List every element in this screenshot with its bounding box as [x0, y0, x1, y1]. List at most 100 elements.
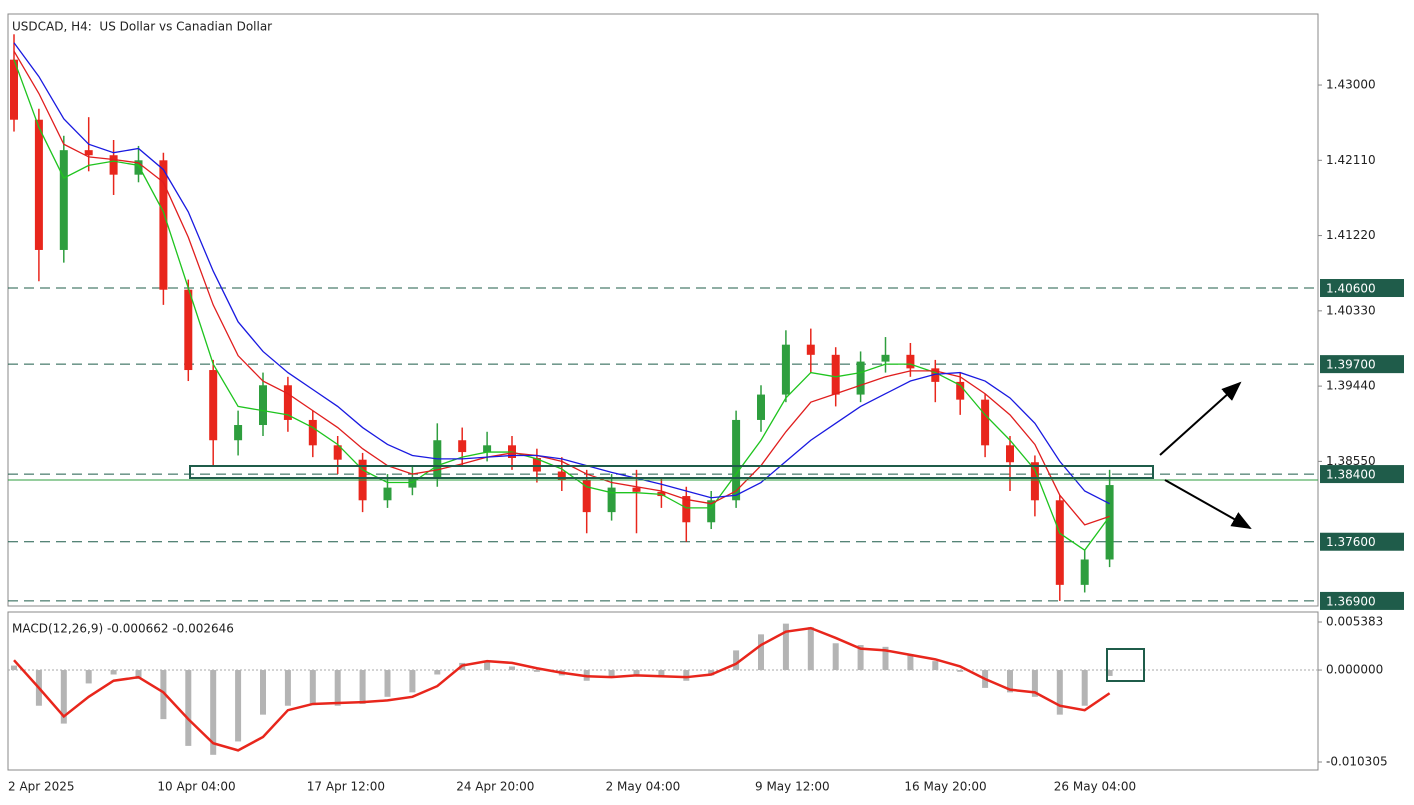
- y-tick-label: 1.42110: [1326, 153, 1376, 167]
- candle-body: [881, 354, 890, 362]
- candle-body: [856, 361, 865, 395]
- level-label: 1.37600: [1326, 535, 1376, 549]
- candle-body: [632, 487, 641, 492]
- y-tick-label: 1.39440: [1326, 379, 1376, 393]
- level-label: 1.39700: [1326, 358, 1376, 372]
- arrow-up: [1159, 381, 1242, 456]
- candle-body: [483, 445, 492, 453]
- y-tick-label: -0.010305: [1326, 755, 1388, 769]
- x-tick-label: 2 May 04:00: [606, 780, 681, 794]
- candle-body: [707, 500, 716, 523]
- macd-bar: [309, 670, 316, 704]
- macd-bar: [932, 661, 939, 671]
- macd-bar: [1106, 670, 1113, 676]
- macd-bar: [160, 670, 167, 720]
- level-label: 1.36900: [1326, 594, 1376, 608]
- candle-body: [981, 399, 990, 446]
- candle-body: [607, 487, 616, 513]
- macd-bar: [334, 670, 341, 706]
- macd-bar: [683, 670, 690, 681]
- x-tick-label: 10 Apr 04:00: [157, 780, 235, 794]
- moving-average: [13, 42, 1110, 505]
- macd-bar: [807, 627, 814, 671]
- macd-bar: [11, 665, 17, 671]
- macd-bar: [60, 670, 67, 724]
- candle-body: [209, 370, 218, 441]
- candle-body: [184, 289, 193, 371]
- y-tick-label: 1.41220: [1326, 228, 1376, 242]
- macd-bar: [484, 661, 491, 671]
- x-tick-label: 9 May 12:00: [755, 780, 830, 794]
- support-zone: [189, 465, 1154, 479]
- macd-bar: [210, 670, 217, 755]
- macd-bar: [409, 670, 416, 693]
- x-tick-label: 17 Apr 12:00: [307, 780, 385, 794]
- level-label-box: [1320, 279, 1404, 298]
- x-tick-label: 24 Apr 20:00: [456, 780, 534, 794]
- macd-bar: [509, 666, 515, 671]
- candle-body: [831, 354, 840, 395]
- candle-body: [1080, 559, 1089, 585]
- candle-body: [234, 425, 243, 441]
- macd-bar: [434, 670, 441, 675]
- macd-bar: [185, 670, 192, 746]
- candle-body: [109, 155, 118, 175]
- chart-title: USDCAD, H4: US Dollar vs Canadian Dollar: [12, 20, 272, 34]
- macd-bar: [384, 670, 391, 697]
- candle-body: [806, 344, 815, 355]
- macd-bar: [758, 634, 764, 671]
- candle-body: [259, 385, 267, 426]
- macd-bar: [284, 670, 291, 706]
- level-label-box: [1320, 355, 1404, 374]
- y-tick-label: 1.40330: [1326, 303, 1376, 317]
- price-plot: [8, 34, 1318, 602]
- candle-body: [906, 354, 915, 369]
- macd-bar: [782, 623, 789, 671]
- candle-body: [1006, 445, 1014, 463]
- y-tick-label: 0.005383: [1326, 615, 1383, 629]
- candle-body: [732, 419, 741, 501]
- candle-body: [557, 471, 566, 480]
- macd-bar: [857, 645, 864, 671]
- y-tick-label: 1.38550: [1326, 454, 1376, 468]
- macd-bar: [882, 646, 889, 671]
- macd-highlight-box: [1106, 648, 1145, 682]
- macd-bar: [1081, 670, 1088, 706]
- candle-body: [956, 381, 965, 400]
- candle-body: [134, 160, 143, 175]
- macd-bar: [708, 670, 715, 676]
- macd-bar: [110, 670, 117, 675]
- candle-body: [682, 496, 691, 523]
- candle-body: [34, 119, 43, 250]
- axes: 1.43000 1.42110 1.41220 1.40330 1.39440 1.385…: [8, 78, 1404, 794]
- moving-average: [13, 59, 1111, 552]
- macd-bar: [957, 670, 964, 672]
- candle-body: [333, 445, 342, 460]
- candle-body: [582, 479, 591, 513]
- candle-body: [458, 440, 467, 453]
- moving-average: [13, 50, 1110, 526]
- signal-line: [13, 626, 1111, 752]
- level-label: 1.40600: [1326, 282, 1376, 296]
- macd-bar: [733, 650, 740, 671]
- macd-bar: [533, 670, 540, 672]
- candle-body: [1030, 462, 1039, 501]
- candle-body: [159, 160, 168, 290]
- macd-bar: [907, 653, 914, 671]
- y-tick-label: 0.000000: [1326, 663, 1383, 677]
- macd-bar: [1007, 670, 1013, 693]
- macd-bar: [608, 670, 615, 678]
- macd-bar: [633, 670, 640, 677]
- macd-bar: [832, 643, 839, 671]
- macd-bar: [235, 670, 242, 742]
- macd-title: MACD(12,26,9) -0.000662 -0.002646: [12, 622, 234, 636]
- candle-body: [10, 59, 18, 120]
- x-tick-label: 2 Apr 2025: [8, 780, 75, 794]
- level-label: 1.38400: [1326, 468, 1376, 482]
- x-tick-label: 16 May 20:00: [904, 780, 986, 794]
- macd-bar: [658, 670, 665, 678]
- y-tick-label: 1.43000: [1326, 78, 1376, 92]
- macd-bar: [1056, 670, 1063, 715]
- candle-body: [84, 150, 93, 156]
